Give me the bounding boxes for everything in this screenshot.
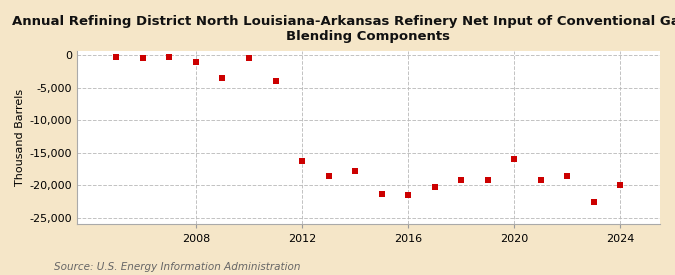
Title: Annual Refining District North Louisiana-Arkansas Refinery Net Input of Conventi: Annual Refining District North Louisiana… [12, 15, 675, 43]
Point [164, 55, 175, 59]
Point [323, 174, 334, 178]
Y-axis label: Thousand Barrels: Thousand Barrels [15, 89, 25, 186]
Point [456, 178, 466, 182]
Point [509, 157, 520, 161]
Point [403, 193, 414, 197]
Point [138, 56, 148, 60]
Point [190, 59, 201, 64]
Point [429, 185, 440, 189]
Point [535, 178, 546, 182]
Point [562, 174, 572, 178]
Point [296, 158, 307, 163]
Point [270, 79, 281, 83]
Text: Source: U.S. Energy Information Administration: Source: U.S. Energy Information Administ… [54, 262, 300, 272]
Point [376, 192, 387, 196]
Point [615, 183, 626, 188]
Point [111, 55, 122, 59]
Point [244, 56, 254, 60]
Point [482, 178, 493, 182]
Point [589, 199, 599, 204]
Point [217, 76, 228, 80]
Point [350, 169, 360, 173]
